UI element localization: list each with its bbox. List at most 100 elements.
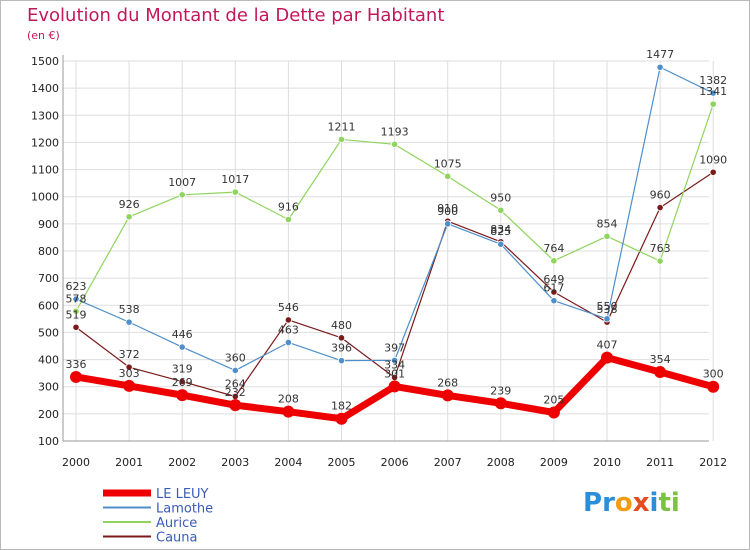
data-label: 463 xyxy=(278,323,299,336)
data-label: 360 xyxy=(225,351,246,364)
data-label: 538 xyxy=(597,303,618,316)
axes: 100 200 300 400 500 600 700 800 900 1000 1100 1200 1… xyxy=(31,55,727,469)
y-tick-label: 1000 xyxy=(31,191,59,204)
data-point xyxy=(229,399,242,412)
data-label: 926 xyxy=(119,198,140,211)
data-label: 617 xyxy=(543,282,564,295)
data-label: 372 xyxy=(119,348,140,361)
x-tick-label: 2011 xyxy=(646,456,674,469)
logo-letter: r xyxy=(602,488,615,518)
y-tick-label: 300 xyxy=(38,381,59,394)
data-label: 623 xyxy=(66,280,87,293)
y-tick-label: 100 xyxy=(38,435,59,448)
data-point xyxy=(709,89,717,97)
data-label: 480 xyxy=(331,319,352,332)
data-label: 319 xyxy=(172,363,193,376)
data-label: 232 xyxy=(225,386,246,399)
x-tick-label: 2010 xyxy=(593,456,621,469)
legend-label: Lamothe xyxy=(156,502,213,517)
data-label: 407 xyxy=(597,339,618,352)
data-label: 397 xyxy=(384,341,405,354)
data-label: 1075 xyxy=(434,157,462,170)
data-point xyxy=(494,397,507,410)
data-point xyxy=(178,191,186,199)
data-point xyxy=(231,366,239,375)
x-tick-label: 2012 xyxy=(699,456,727,469)
legend-label: Cauna xyxy=(156,531,198,546)
data-label: 301 xyxy=(384,367,405,380)
data-point xyxy=(284,316,292,324)
data-point xyxy=(709,168,717,176)
chart-title: Evolution du Montant de la Dette par Hab… xyxy=(27,5,445,26)
data-label: 825 xyxy=(490,225,511,238)
data-point xyxy=(125,318,133,326)
x-tick-label: 2000 xyxy=(62,456,90,469)
x-tick-label: 2001 xyxy=(115,456,143,469)
y-tick-label: 1500 xyxy=(31,55,59,68)
logo-letter: o xyxy=(614,488,633,518)
data-label: 446 xyxy=(172,328,193,341)
data-point xyxy=(70,370,82,383)
data-label: 538 xyxy=(119,303,140,316)
data-label: 1382 xyxy=(699,74,727,87)
data-label: 336 xyxy=(66,358,87,371)
data-label: 1341 xyxy=(699,85,727,98)
proxiti-logo: Proxiti xyxy=(583,488,680,518)
data-point xyxy=(550,257,558,265)
data-label: 303 xyxy=(119,367,140,380)
data-point xyxy=(656,257,664,265)
data-point xyxy=(709,100,717,108)
data-label: 519 xyxy=(66,308,87,321)
data-label: 1090 xyxy=(699,153,727,166)
y-tick-label: 1300 xyxy=(31,109,59,122)
data-label: 268 xyxy=(437,376,458,389)
y-tick-label: 900 xyxy=(38,218,59,231)
data-point xyxy=(72,307,80,315)
data-labels: 336 303 269 232 208 182 301 268 239 205 407 354 300 6… xyxy=(66,48,728,413)
series-lines xyxy=(70,63,720,425)
data-point xyxy=(550,297,558,305)
data-label: 916 xyxy=(278,201,299,214)
y-tick-label: 500 xyxy=(38,326,59,339)
logo-letter: x xyxy=(632,488,650,518)
data-point xyxy=(601,351,613,364)
data-point xyxy=(497,240,505,248)
data-point xyxy=(654,366,667,379)
logo-letter: i xyxy=(649,488,659,518)
data-point xyxy=(497,206,505,214)
data-label: 764 xyxy=(543,242,564,255)
data-label: 1193 xyxy=(381,125,409,138)
data-point xyxy=(337,334,346,342)
data-label: 334 xyxy=(384,358,405,371)
data-label: 239 xyxy=(490,384,511,397)
legend-label: Aurice xyxy=(156,516,197,531)
x-tick-label: 2008 xyxy=(487,456,515,469)
data-label: 763 xyxy=(650,242,671,255)
data-point xyxy=(231,188,239,196)
data-label: 264 xyxy=(225,377,246,390)
data-point xyxy=(444,220,452,228)
data-label: 649 xyxy=(543,273,564,286)
x-tick-label: 2009 xyxy=(540,456,568,469)
data-label: 269 xyxy=(172,376,193,389)
data-label: 300 xyxy=(703,368,724,381)
data-point xyxy=(441,389,454,402)
y-tick-label: 800 xyxy=(38,245,59,258)
data-point xyxy=(178,377,186,386)
y-tick-label: 1200 xyxy=(31,136,59,149)
x-tick-label: 2004 xyxy=(274,456,302,469)
data-label: 1007 xyxy=(168,176,196,189)
data-point xyxy=(284,215,292,224)
data-point xyxy=(547,406,560,419)
data-label: 354 xyxy=(650,353,671,366)
data-label: 834 xyxy=(490,223,511,236)
data-label: 208 xyxy=(278,393,299,406)
y-tick-label: 1100 xyxy=(31,164,59,177)
data-point xyxy=(176,389,189,402)
data-label: 854 xyxy=(597,217,618,230)
data-point xyxy=(123,379,136,392)
data-point xyxy=(656,63,664,71)
data-point xyxy=(390,140,399,148)
